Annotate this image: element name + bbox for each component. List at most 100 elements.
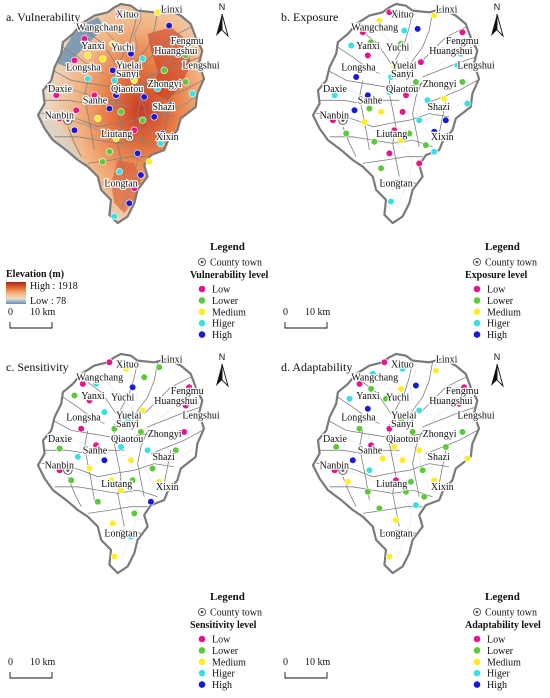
legend-county-town-icon-core: [475, 260, 479, 264]
village-point: [419, 466, 427, 474]
town-label: Longsha: [341, 412, 376, 423]
village-point: [390, 63, 398, 71]
legend-swatch: [198, 308, 206, 316]
village-point: [367, 38, 375, 46]
legend-item-label: Lower: [487, 646, 514, 657]
county-town-symbol-core: [66, 468, 70, 472]
north-arrow-left: [491, 14, 497, 36]
village-point: [145, 158, 153, 166]
village-point: [397, 40, 405, 48]
village-point: [167, 101, 175, 109]
village-point: [115, 10, 123, 18]
river-line: [346, 119, 413, 210]
river-line: [425, 96, 471, 121]
terrain-ridge-east: [147, 27, 191, 101]
village-point: [94, 498, 102, 506]
township-boundary: [422, 406, 476, 428]
village-point: [329, 116, 337, 124]
town-label: Yuchi: [111, 43, 135, 54]
village-point: [130, 184, 138, 192]
terrain-valley-west: [57, 17, 105, 68]
village-point: [165, 22, 173, 30]
scale-ten: 10 km: [305, 307, 331, 318]
village-point: [367, 385, 375, 393]
village-point: [112, 134, 120, 143]
scale-ten: 10 km: [30, 657, 56, 668]
town-label: Yanxi: [356, 391, 380, 402]
town-label: Xixin: [156, 482, 179, 493]
legend-item-label: High: [487, 330, 507, 341]
town-label: Lengshui: [182, 411, 219, 422]
township-boundary: [137, 80, 148, 147]
village-point: [397, 416, 405, 424]
village-point: [114, 391, 122, 400]
town-label: Sanhe: [358, 96, 383, 107]
township-boundary: [337, 396, 380, 425]
panel-sensitivity: c. Sensitivity Xituo Linxi Wangchang Yanxi Yu…: [6, 352, 262, 691]
village-point: [107, 476, 115, 484]
county-boundary: [36, 2, 206, 225]
town-label: Sanhe: [83, 446, 108, 457]
township-boundary: [316, 113, 450, 128]
township-boundary: [67, 126, 82, 157]
river-line: [134, 40, 188, 91]
village-point: [105, 148, 113, 156]
panel-exposure: b. Exposure Xituo Linxi Wangchang Yanxi Yuchi…: [281, 2, 537, 341]
village-point: [148, 464, 157, 473]
village-point: [375, 17, 383, 25]
town-label: Nanbin: [320, 461, 349, 472]
north-arrow-right: [221, 363, 229, 388]
village-point: [385, 88, 393, 96]
village-point: [380, 358, 388, 366]
town-label: Yuelai: [391, 411, 417, 422]
legend-item-label: Lower: [212, 296, 239, 307]
town-label: Sanyi: [391, 419, 414, 430]
village-point: [390, 126, 398, 134]
scale-line: [284, 672, 328, 679]
village-point: [390, 443, 398, 451]
county-town-symbol-core: [341, 118, 345, 122]
town-label: Lengshui: [457, 411, 494, 422]
village-point: [359, 28, 367, 36]
town-label: Nanbin: [45, 111, 74, 122]
village-point: [172, 446, 180, 454]
legend-county-town-icon-core: [475, 610, 479, 614]
village-point: [77, 425, 85, 433]
village-point: [140, 93, 148, 101]
legend-item-label: High: [212, 330, 232, 341]
town-label: Yanxi: [81, 391, 105, 402]
scale-line: [9, 322, 53, 329]
town-label: Daxie: [48, 84, 72, 95]
village-point: [94, 114, 102, 123]
river-line: [372, 20, 410, 61]
village-point: [70, 126, 79, 134]
town-label: Fengmu: [171, 386, 204, 397]
village-point: [117, 486, 125, 494]
town-label: Xituo: [116, 9, 139, 20]
village-point: [79, 380, 87, 388]
village-point: [125, 199, 133, 207]
village-point: [392, 476, 400, 484]
township-boundary: [147, 406, 201, 428]
village-point: [185, 383, 193, 391]
village-point: [453, 61, 461, 70]
village-point: [405, 129, 413, 138]
village-point: [67, 476, 75, 484]
town-label: Xixin: [156, 132, 179, 143]
village-point: [109, 66, 117, 74]
legend-item-label: Low: [212, 635, 231, 646]
village-point: [127, 533, 135, 541]
village-point: [147, 498, 155, 506]
township-boundary: [117, 12, 138, 71]
panel-vulnerability: a. Vulnerability Xituo Linxi Wangchang Yanxi…: [6, 2, 268, 341]
town-label: Liutang: [101, 479, 132, 490]
town-label: Yuelai: [116, 61, 142, 72]
town-label: Yuchi: [111, 393, 135, 404]
village-point: [155, 363, 163, 371]
village-point: [442, 443, 450, 451]
legend-swatch: [198, 669, 206, 677]
north-arrow-left: [216, 364, 222, 386]
